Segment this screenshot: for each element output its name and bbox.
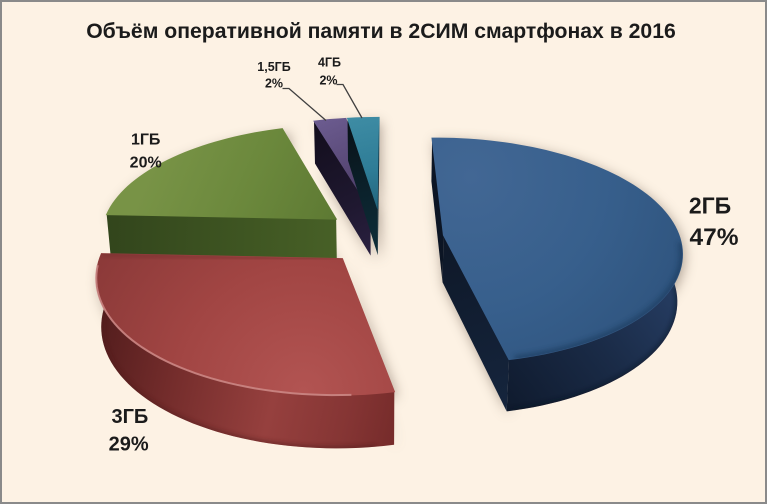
- svg-text:20%: 20%: [130, 155, 162, 172]
- svg-text:2%: 2%: [319, 74, 337, 88]
- svg-text:1,5ГБ: 1,5ГБ: [257, 60, 290, 74]
- svg-text:Объём оперативной памяти в 2СИ: Объём оперативной памяти в 2СИМ смартфон…: [86, 20, 676, 43]
- svg-text:2ГБ: 2ГБ: [689, 193, 731, 219]
- svg-text:3ГБ: 3ГБ: [111, 406, 148, 428]
- svg-text:2%: 2%: [265, 77, 283, 91]
- svg-text:47%: 47%: [689, 224, 738, 251]
- svg-text:29%: 29%: [109, 434, 149, 456]
- svg-text:4ГБ: 4ГБ: [318, 55, 341, 69]
- svg-text:1ГБ: 1ГБ: [131, 132, 160, 149]
